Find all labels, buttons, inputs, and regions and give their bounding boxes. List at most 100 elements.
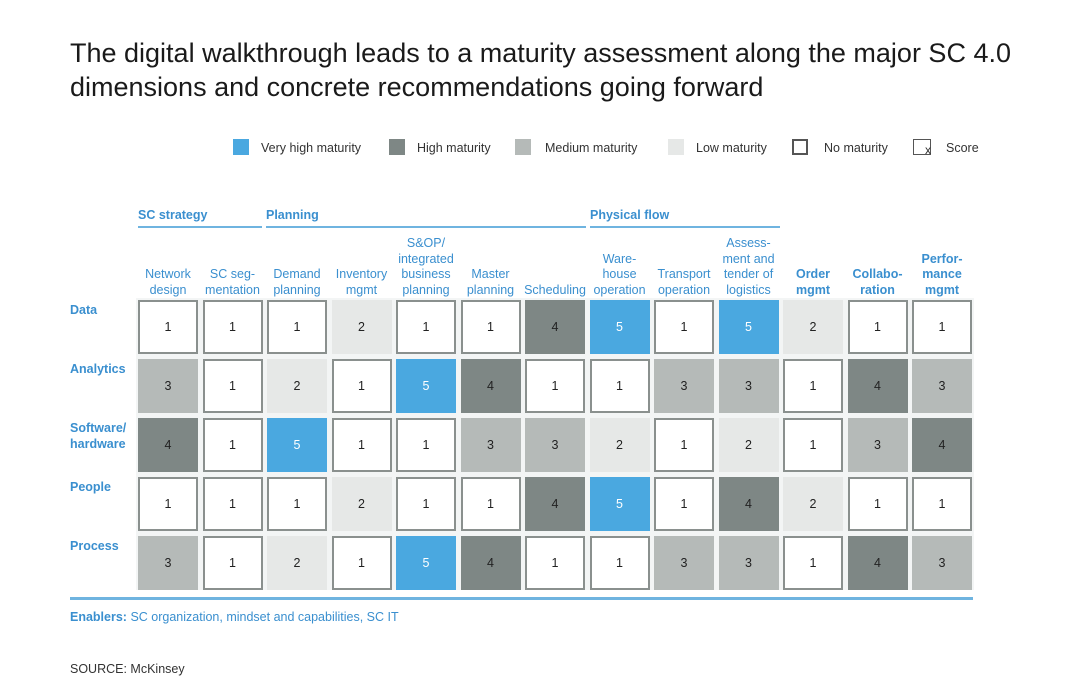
column-header-text: Transport operation bbox=[657, 267, 710, 298]
legend-swatch-medium bbox=[515, 139, 531, 155]
column-header-text: Collabo-ration bbox=[853, 267, 903, 298]
column-header-line: mance bbox=[922, 267, 962, 281]
legend-label: Low maturity bbox=[696, 141, 767, 155]
column-header: Inventory mgmt bbox=[330, 236, 394, 298]
score-cell: 4 bbox=[460, 536, 521, 590]
column-header-line: Master bbox=[471, 267, 510, 281]
score-cell: 1 bbox=[912, 477, 972, 531]
score-cell: 3 bbox=[138, 359, 198, 413]
score-cell: 2 bbox=[267, 536, 327, 590]
score-cell: 1 bbox=[396, 477, 456, 531]
column-header-line: Network bbox=[145, 267, 191, 281]
source-note: SOURCE: McKinsey bbox=[70, 662, 185, 676]
score-cell: 1 bbox=[460, 300, 521, 354]
column-header-line: ment and bbox=[722, 251, 775, 266]
column-header-line: business bbox=[401, 267, 451, 281]
score-cell: 1 bbox=[267, 477, 327, 531]
score-cell: 3 bbox=[912, 536, 972, 590]
column-header-text: Perfor-mance mgmt bbox=[922, 252, 963, 299]
column-header-line: operation bbox=[657, 282, 711, 297]
score-cell: 1 bbox=[847, 477, 908, 531]
legend-swatch-low bbox=[668, 139, 684, 155]
row-label: Software/ hardware bbox=[70, 421, 127, 451]
column-header-text: S&OP/integrated business planning bbox=[398, 236, 454, 298]
column-header-line: Demand bbox=[273, 267, 321, 281]
divider-line bbox=[70, 597, 973, 600]
column-header-line: mentation bbox=[205, 282, 260, 297]
score-cell: 1 bbox=[267, 300, 327, 354]
row-label: People bbox=[70, 480, 111, 494]
score-cell: 1 bbox=[202, 359, 263, 413]
score-cell: 1 bbox=[202, 300, 263, 354]
score-cell: 5 bbox=[718, 300, 779, 354]
column-header-text: Demand planning bbox=[273, 267, 320, 298]
column-header: S&OP/integrated business planning bbox=[394, 236, 458, 298]
column-header-text: Ware-house operation bbox=[593, 252, 645, 299]
column-header-line: Inventory bbox=[335, 267, 388, 281]
score-cell: 2 bbox=[589, 418, 650, 472]
legend-swatch-none bbox=[792, 139, 808, 155]
score-cell: 1 bbox=[138, 300, 198, 354]
score-cell: 3 bbox=[460, 418, 521, 472]
score-cell: 3 bbox=[912, 359, 972, 413]
score-cell: 1 bbox=[331, 359, 392, 413]
row-label: Data bbox=[70, 303, 98, 317]
score-cell: 4 bbox=[718, 477, 779, 531]
legend-score-symbol: x bbox=[925, 143, 931, 157]
column-header-line: mgmt bbox=[924, 282, 959, 297]
score-cell: 2 bbox=[783, 300, 843, 354]
score-cell: 2 bbox=[267, 359, 327, 413]
score-cell: 4 bbox=[847, 536, 908, 590]
column-header-line: Scheduling bbox=[524, 282, 586, 297]
score-cell: 5 bbox=[396, 359, 456, 413]
score-cell: 1 bbox=[396, 300, 456, 354]
column-header: Perfor-mance mgmt bbox=[910, 236, 974, 298]
score-cell: 4 bbox=[847, 359, 908, 413]
score-cell: 3 bbox=[654, 536, 714, 590]
score-cell: 2 bbox=[783, 477, 843, 531]
score-cell: 3 bbox=[718, 536, 779, 590]
score-cell: 4 bbox=[525, 300, 585, 354]
score-cell: 4 bbox=[912, 418, 972, 472]
legend-label: Score bbox=[946, 141, 979, 155]
column-header-line: mgmt bbox=[795, 282, 830, 297]
score-cell: 5 bbox=[589, 477, 650, 531]
column-header-line: Transport bbox=[657, 267, 711, 281]
legend-label: Medium maturity bbox=[545, 141, 638, 155]
score-cell: 1 bbox=[783, 418, 843, 472]
enablers-text: SC organization, mindset and capabilitie… bbox=[126, 610, 399, 624]
column-header-line: Order bbox=[795, 267, 831, 281]
column-header: Scheduling bbox=[523, 236, 587, 298]
score-cell: 1 bbox=[654, 300, 714, 354]
column-header-text: Inventory mgmt bbox=[336, 267, 387, 298]
legend-label: High maturity bbox=[417, 141, 491, 155]
score-cell: 1 bbox=[525, 359, 585, 413]
score-cell: 4 bbox=[138, 418, 198, 472]
column-group-1: SC strategy bbox=[138, 208, 262, 228]
legend-swatch-high bbox=[389, 139, 405, 155]
score-cell: 3 bbox=[525, 418, 585, 472]
score-cell: 1 bbox=[202, 477, 263, 531]
column-header-line: S&OP/ bbox=[406, 236, 446, 250]
column-header-line: planning bbox=[466, 282, 515, 297]
legend-swatch-very-high bbox=[233, 139, 249, 155]
page-title: The digital walkthrough leads to a matur… bbox=[70, 38, 1011, 102]
score-cell: 1 bbox=[460, 477, 521, 531]
enablers-note: Enablers: SC organization, mindset and c… bbox=[70, 610, 399, 624]
score-cell: 2 bbox=[718, 418, 779, 472]
column-header-text: Master planning bbox=[467, 267, 514, 298]
column-group-2: Planning bbox=[266, 208, 586, 228]
column-header-line: planning bbox=[273, 282, 321, 297]
score-cell: 3 bbox=[654, 359, 714, 413]
column-header-line: Perfor- bbox=[921, 251, 963, 266]
column-header-line: design bbox=[149, 282, 187, 297]
score-cell: 1 bbox=[847, 300, 908, 354]
column-header-line: house bbox=[602, 267, 637, 281]
score-cell: 3 bbox=[718, 359, 779, 413]
column-header-line: tender of bbox=[723, 267, 774, 281]
score-cell: 3 bbox=[847, 418, 908, 472]
column-header-line: integrated bbox=[398, 251, 454, 266]
score-cell: 1 bbox=[202, 418, 263, 472]
score-cell: 1 bbox=[331, 418, 392, 472]
column-header: Transport operation bbox=[652, 236, 716, 298]
